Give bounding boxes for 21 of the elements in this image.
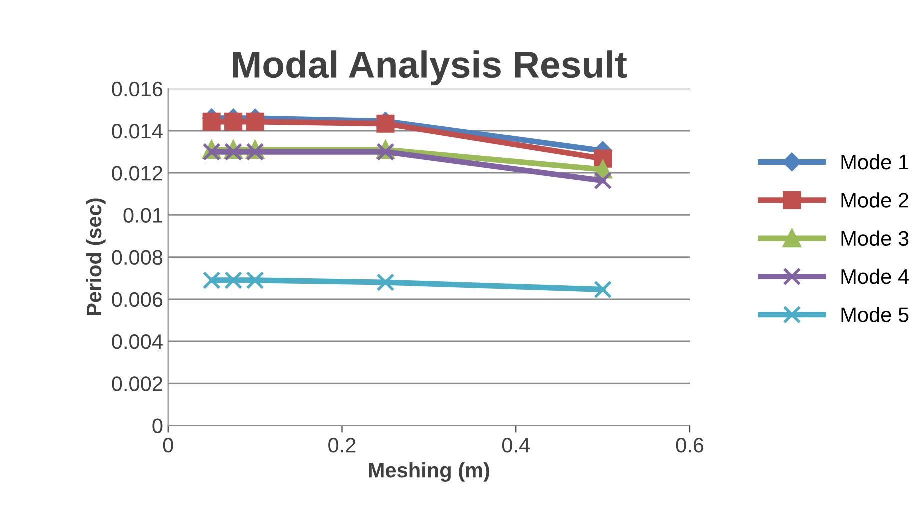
y-axis-title: Period (sec) xyxy=(86,198,106,316)
x-tick-label: 0.6 xyxy=(676,438,704,453)
y-tick-label: 0.008 xyxy=(112,250,163,266)
y-tick-label: 0.014 xyxy=(112,124,163,139)
y-tick-label: 0.004 xyxy=(112,334,163,350)
legend-label: Mode 4 xyxy=(842,268,909,284)
legend-label: Mode 1 xyxy=(842,154,909,170)
y-tick-label: 0 xyxy=(152,418,163,434)
x-tick-label: 0.4 xyxy=(502,438,530,453)
x-tick-label: 0 xyxy=(163,438,174,453)
legend-label: Mode 5 xyxy=(842,307,909,322)
legend-label: Mode 2 xyxy=(842,192,909,208)
x-tick-label: 0.2 xyxy=(328,438,356,453)
y-tick-label: 0.006 xyxy=(112,292,163,308)
x-axis-title: Meshing (m) xyxy=(369,462,490,482)
chart-title: Modal Analysis Result xyxy=(233,50,628,86)
y-tick-label: 0.01 xyxy=(124,208,162,223)
y-tick-label: 0.012 xyxy=(112,166,162,181)
y-tick-label: 0.002 xyxy=(112,376,162,392)
legend-label: Mode 3 xyxy=(842,230,909,246)
y-tick-label: 0.016 xyxy=(112,82,163,97)
